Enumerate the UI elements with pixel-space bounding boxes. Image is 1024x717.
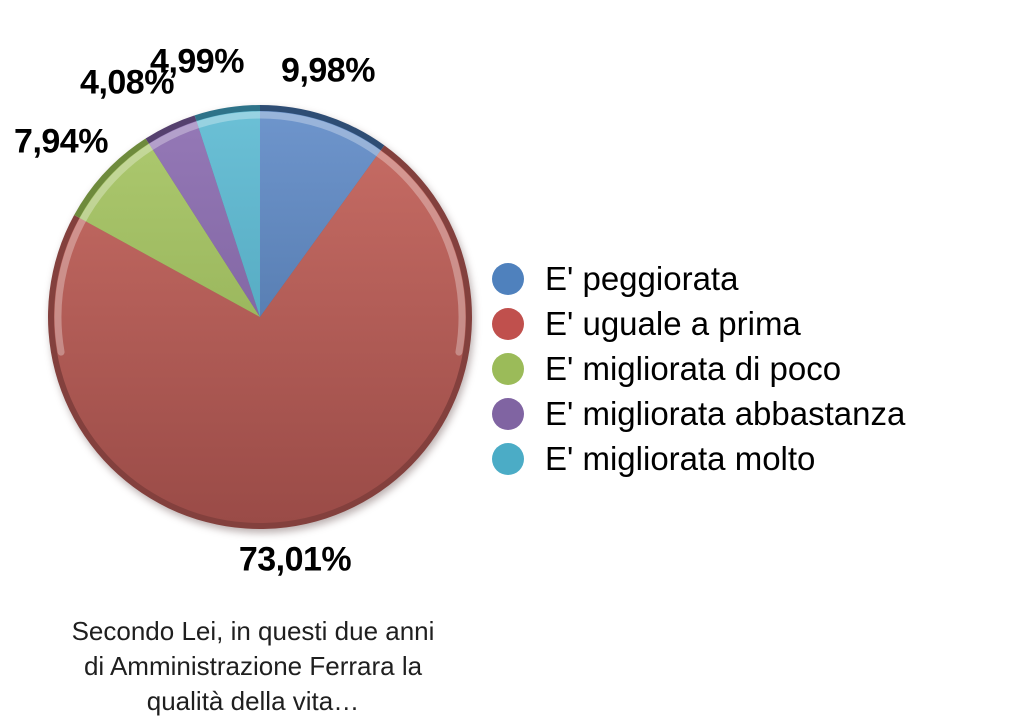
data-label-migliorata-di-poco: 7,94% xyxy=(14,122,108,161)
legend-swatch-icon xyxy=(492,442,524,475)
pie xyxy=(47,105,473,529)
data-label-peggiorata: 9,98% xyxy=(281,51,375,90)
legend-swatch-icon xyxy=(492,352,524,385)
chart-caption-line: Secondo Lei, in questi due anni xyxy=(71,616,435,646)
legend-label: E' migliorata molto xyxy=(545,439,816,477)
chart-caption: Secondo Lei, in questi due anni di Ammin… xyxy=(33,614,473,717)
legend-item: E' migliorata abbastanza xyxy=(492,391,905,436)
data-label-uguale-a-prima: 73,01% xyxy=(238,540,352,579)
legend-label: E' uguale a prima xyxy=(545,304,801,342)
legend-item: E' peggiorata xyxy=(492,256,905,301)
legend-item: E' uguale a prima xyxy=(492,301,905,346)
data-label-migliorata-abbastanza: 4,08% xyxy=(80,63,174,102)
legend-label: E' migliorata di poco xyxy=(545,349,842,387)
chart-caption-line: di Amministrazione Ferrara la xyxy=(83,651,423,681)
legend-item: E' migliorata di poco xyxy=(492,346,905,391)
legend-swatch-icon xyxy=(492,262,524,295)
legend-swatch-icon xyxy=(492,397,524,430)
data-label-migliorata-molto: 4,99% xyxy=(150,42,244,81)
legend-item: E' migliorata molto xyxy=(492,436,905,481)
legend-label: E' peggiorata xyxy=(545,259,739,297)
legend-swatch-icon xyxy=(492,307,524,340)
legend-label: E' migliorata abbastanza xyxy=(545,394,906,432)
chart-caption-line: qualità della vita… xyxy=(146,686,360,716)
legend: E' peggiorata E' uguale a prima E' migli… xyxy=(492,256,905,481)
